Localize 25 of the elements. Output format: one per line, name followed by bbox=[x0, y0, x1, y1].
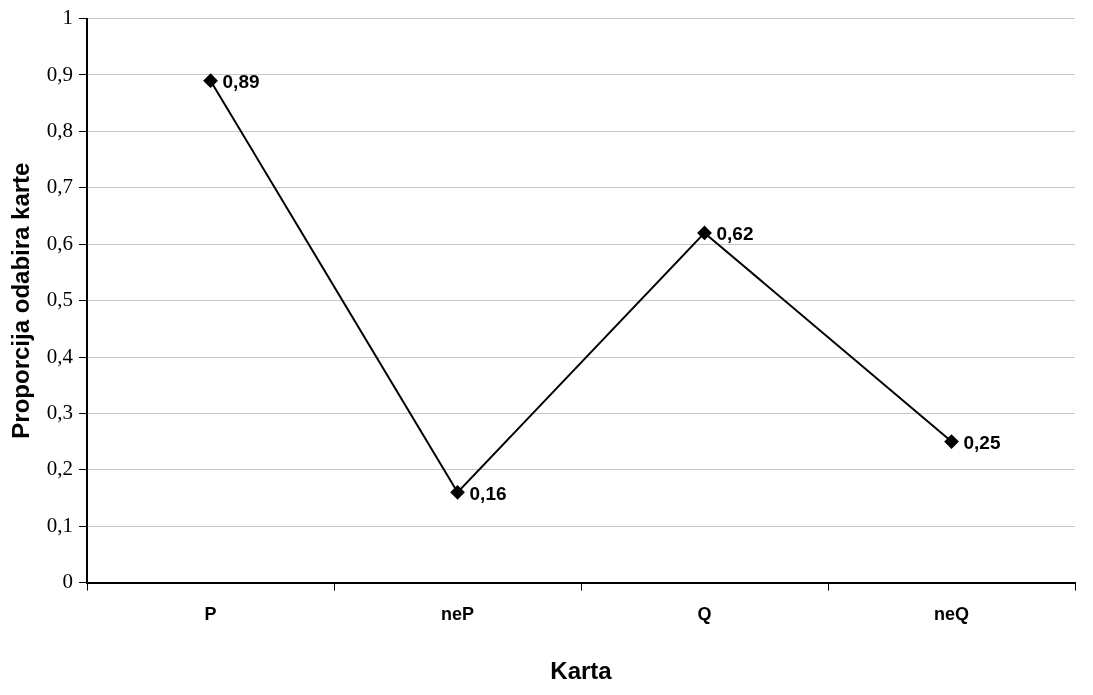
x-tick-label: P bbox=[204, 604, 217, 625]
point bbox=[944, 434, 959, 449]
data-label: 0,16 bbox=[469, 482, 507, 504]
y-tick-label: 0,6 bbox=[46, 230, 74, 255]
y-tick-label: 0,3 bbox=[46, 399, 74, 424]
y-tick-label: 1 bbox=[62, 5, 74, 30]
data-label: 0,89 bbox=[222, 70, 260, 92]
point bbox=[697, 225, 712, 240]
y-tick-label: 0,9 bbox=[46, 61, 74, 86]
y-tick-label: 0 bbox=[62, 569, 74, 594]
data-label: 0,62 bbox=[716, 223, 754, 245]
data-label: 0,25 bbox=[963, 431, 1001, 453]
point bbox=[450, 485, 465, 500]
x-tick-label: neP bbox=[441, 604, 475, 625]
y-tick-label: 0,2 bbox=[46, 456, 74, 481]
point bbox=[203, 73, 218, 88]
y-tick-label: 0,1 bbox=[46, 512, 74, 537]
y-tick-label: 0,5 bbox=[46, 287, 74, 312]
x-axis-title: Karta bbox=[550, 657, 613, 685]
y-tick-label: 0,7 bbox=[46, 174, 74, 199]
y-tick-label: 0,4 bbox=[46, 343, 74, 368]
y-axis-title: Proporcija odabira karte bbox=[7, 162, 35, 439]
x-tick-label: Q bbox=[697, 604, 712, 625]
y-tick-label: 0,8 bbox=[46, 117, 74, 142]
x-tick-label: neQ bbox=[934, 604, 970, 625]
